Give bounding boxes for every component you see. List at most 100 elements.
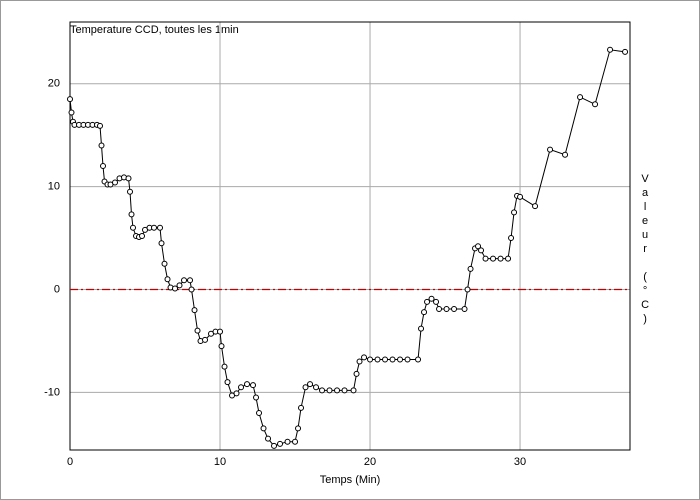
data-point [191, 307, 198, 314]
data-point [157, 224, 164, 231]
data-point [217, 328, 224, 335]
data-point [443, 306, 450, 313]
y-tick-label: -10 [44, 386, 60, 398]
x-tick-label: 30 [514, 456, 526, 468]
data-point [517, 193, 524, 200]
data-point [100, 163, 107, 170]
data-point [482, 255, 489, 262]
data-point [307, 381, 314, 388]
data-point [265, 435, 272, 442]
data-point [353, 370, 360, 377]
y-tick-label: 0 [54, 283, 60, 295]
data-point [418, 325, 425, 332]
data-point [532, 203, 539, 210]
y-axis-label: Valeur (°C) [639, 173, 651, 327]
data-point [244, 381, 251, 388]
x-axis-label: Temps (Min) [320, 474, 381, 486]
data-point [176, 282, 183, 289]
data-point [389, 356, 396, 363]
data-point [607, 46, 614, 53]
x-tick-label: 10 [214, 456, 226, 468]
data-point [334, 387, 341, 394]
data-point [256, 409, 263, 416]
data-point [181, 277, 188, 284]
data-point [194, 327, 201, 334]
data-point [319, 387, 326, 394]
data-point [292, 438, 299, 445]
y-tick-label: 10 [48, 181, 60, 193]
data-point [508, 235, 515, 242]
data-point [428, 295, 435, 302]
plot-frame [69, 21, 631, 451]
data-point [562, 151, 569, 158]
data-point [130, 224, 137, 231]
data-point [341, 387, 348, 394]
data-point [128, 211, 135, 218]
data-point [277, 440, 284, 447]
data-point [164, 276, 171, 283]
data-point [622, 48, 629, 55]
data-point [125, 175, 132, 182]
data-point [497, 255, 504, 262]
data-point [260, 425, 267, 432]
data-point [505, 255, 512, 262]
data-point [127, 188, 134, 195]
data-point [302, 384, 309, 391]
data-point [295, 425, 302, 432]
x-tick-label: 20 [364, 456, 376, 468]
data-point [433, 298, 440, 305]
data-point [97, 122, 104, 129]
x-tick-label: 0 [67, 456, 73, 468]
data-point [451, 306, 458, 313]
data-point [221, 363, 228, 370]
data-point [367, 356, 374, 363]
data-point [250, 382, 257, 389]
data-point [478, 247, 485, 254]
data-point [139, 233, 146, 239]
data-point [356, 358, 363, 365]
data-point [350, 387, 357, 394]
data-point [253, 394, 260, 401]
data-point [202, 336, 209, 343]
y-tick-label: 20 [48, 78, 60, 90]
data-point [421, 309, 428, 316]
data-point [158, 240, 165, 247]
data-point [424, 298, 431, 305]
data-point [382, 356, 389, 363]
data-point [511, 209, 518, 216]
data-point [436, 306, 443, 313]
data-point [298, 404, 305, 411]
data-point [67, 96, 73, 103]
data-point [98, 142, 105, 149]
data-point [547, 146, 554, 153]
data-point [464, 286, 471, 293]
data-point [415, 356, 422, 363]
data-point [151, 224, 158, 231]
data-point [475, 243, 482, 250]
data-point [187, 277, 194, 284]
data-point [592, 101, 599, 108]
data-point [490, 255, 497, 262]
data-point [467, 265, 474, 272]
data-point [224, 379, 231, 386]
data-point [112, 179, 119, 186]
data-point [161, 260, 168, 267]
data-point [461, 306, 468, 313]
data-point [68, 109, 75, 116]
data-point [218, 343, 225, 350]
data-point [271, 442, 278, 449]
data-point [374, 356, 381, 363]
data-point [404, 356, 411, 363]
data-point [233, 390, 240, 397]
data-point [313, 384, 320, 391]
data-point [397, 356, 404, 363]
data-point [361, 354, 368, 361]
data-point [172, 285, 179, 292]
data-point [326, 387, 333, 394]
data-point [188, 286, 195, 293]
data-point [238, 384, 245, 391]
data-point [284, 438, 291, 445]
data-point [577, 94, 584, 101]
